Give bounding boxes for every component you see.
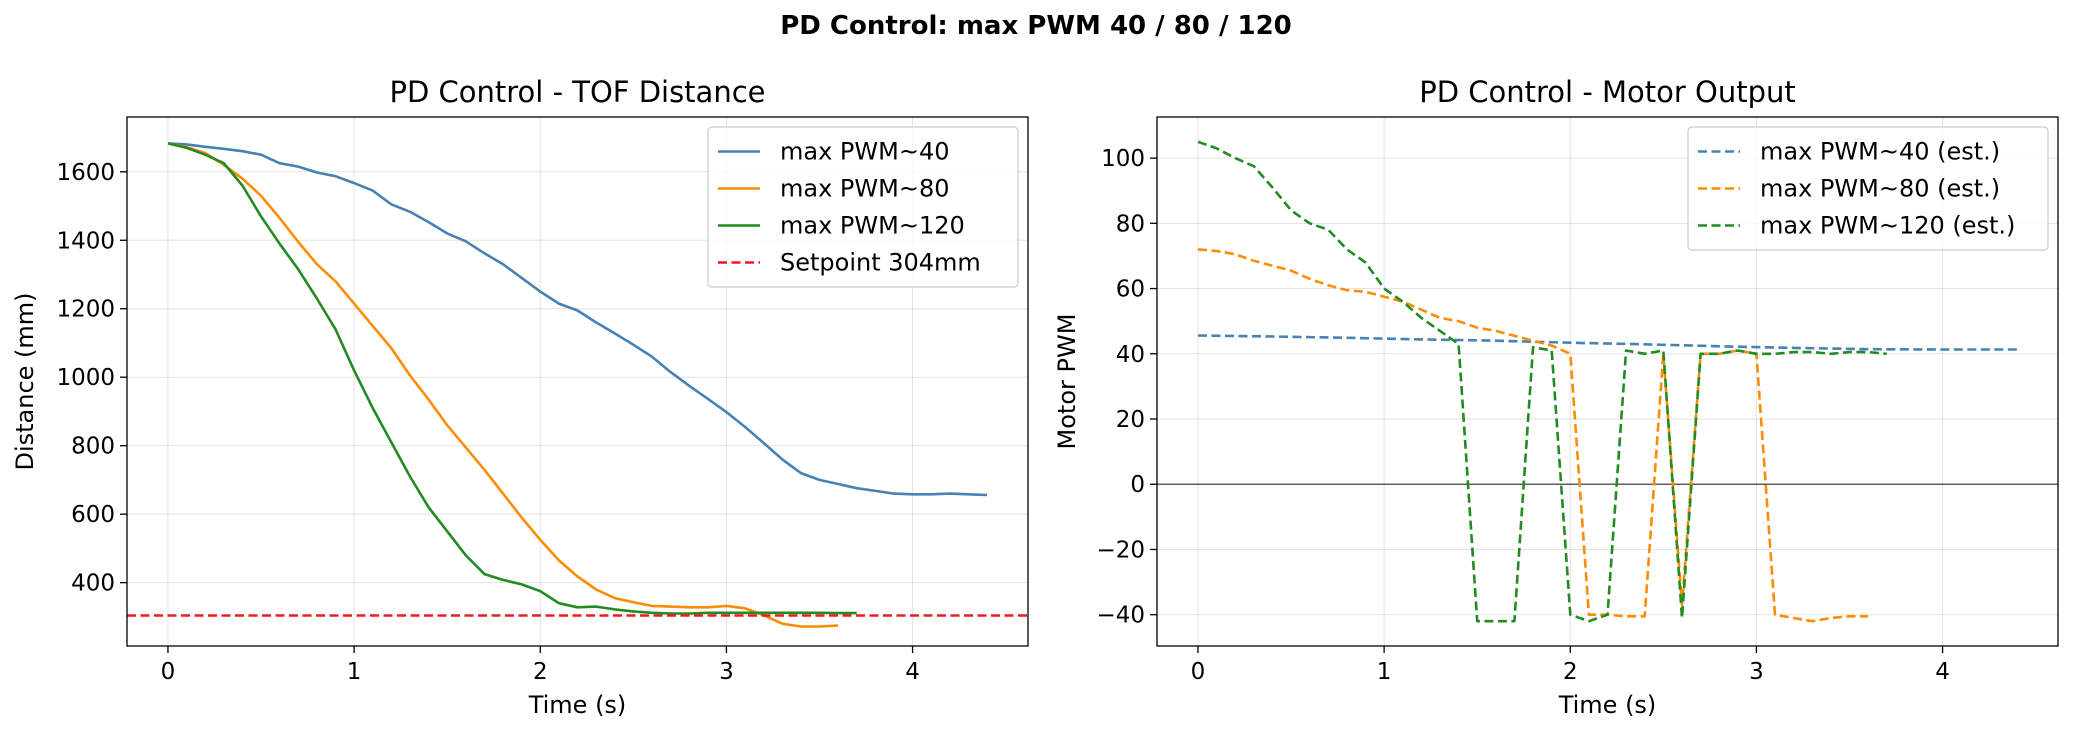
legend-label: max PWM~120 (est.) — [1760, 212, 2015, 240]
x-tick-label: 3 — [1749, 659, 1764, 685]
y-tick-label: 0 — [1130, 472, 1145, 498]
distance-chart: 0 1 2 3 4 400 600 800 1000 1200 1400 1600 PD Control… — [11, 75, 1028, 719]
y-axis-label: Motor PWM — [1053, 314, 1081, 450]
x-axis-label: Time (s) — [1558, 691, 1657, 719]
y-tick-label: 20 — [1116, 407, 1145, 433]
y-tick-label: 1200 — [56, 297, 115, 323]
y-axis-label: Distance (mm) — [11, 292, 39, 470]
legend-label: max PWM~40 — [780, 138, 949, 166]
x-tick-label: 1 — [347, 659, 362, 685]
x-tick-label: 0 — [1191, 659, 1206, 685]
x-tick-label: 2 — [1563, 659, 1578, 685]
legend-label: Setpoint 304mm — [780, 249, 981, 277]
legend-label: max PWM~80 — [780, 175, 949, 203]
y-tick-label: −40 — [1096, 603, 1145, 629]
legend-label: max PWM~120 — [780, 212, 965, 240]
x-tick-label: 4 — [1935, 659, 1950, 685]
x-tick-label: 4 — [905, 659, 920, 685]
y-tick-label: 1600 — [56, 160, 115, 186]
legend-label: max PWM~40 (est.) — [1760, 138, 2000, 166]
y-tick-label: 400 — [71, 571, 115, 597]
y-tick-label: 800 — [71, 434, 115, 460]
figure-suptitle: PD Control: max PWM 40 / 80 / 120 — [780, 11, 1292, 41]
chart-title: PD Control - Motor Output — [1419, 75, 1796, 109]
chart-title: PD Control - TOF Distance — [389, 75, 765, 109]
y-tick-label: 1000 — [56, 365, 115, 391]
legend-label: max PWM~80 (est.) — [1760, 175, 2000, 203]
y-tick-label: 60 — [1116, 277, 1145, 303]
legend: max PWM~40 max PWM~80 max PWM~120 Setpoint … — [708, 127, 1018, 287]
x-tick-label: 3 — [719, 659, 734, 685]
y-tick-label: 80 — [1116, 211, 1145, 237]
y-tick-label: 100 — [1101, 146, 1145, 172]
figure: PD Control: max PWM 40 / 80 / 120 0 1 2 3 4 4… — [0, 0, 2073, 732]
y-tick-label: 600 — [71, 502, 115, 528]
x-tick-label: 0 — [161, 659, 176, 685]
x-tick-label: 2 — [533, 659, 548, 685]
series-line-1 — [1198, 249, 1868, 621]
series-line-0 — [1198, 336, 2017, 350]
legend: max PWM~40 (est.) max PWM~80 (est.) max PW… — [1688, 127, 2048, 250]
x-axis-label: Time (s) — [528, 691, 627, 719]
motor-output-chart: 0 1 2 3 4 −40 −20 0 20 40 60 80 100 PD Control - Moto… — [1053, 75, 2058, 719]
y-tick-label: 40 — [1116, 342, 1145, 368]
y-tick-label: −20 — [1096, 537, 1145, 563]
x-tick-label: 1 — [1377, 659, 1392, 685]
y-tick-label: 1400 — [56, 228, 115, 254]
